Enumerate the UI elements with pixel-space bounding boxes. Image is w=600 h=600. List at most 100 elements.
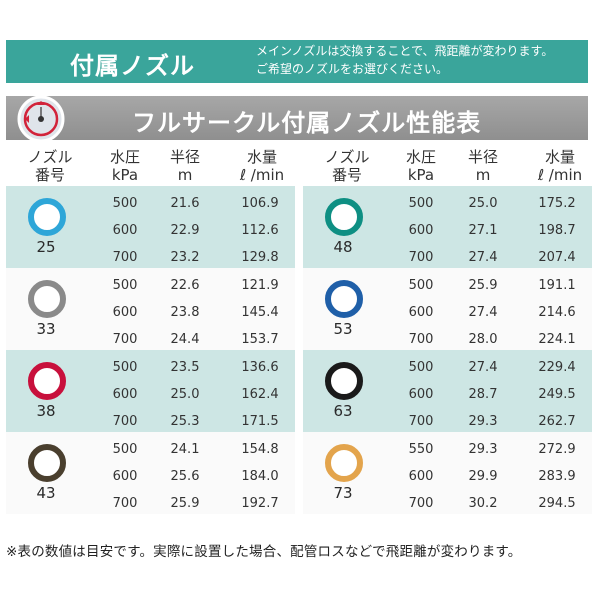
radius-cell: 29.9 (468, 469, 498, 484)
radius-cell: 25.0 (468, 196, 498, 211)
flow-cell: 262.7 (538, 414, 576, 429)
col-radius-l1: 半径 (169, 148, 200, 166)
col-radius-l1: 半径 (467, 148, 498, 166)
radius-cell: 21.6 (170, 196, 200, 211)
flow-cell: 154.8 (241, 442, 279, 457)
flow-cell: 272.9 (538, 442, 576, 457)
pressure-cell: 600 (408, 469, 434, 484)
radius-cell: 23.8 (170, 305, 200, 320)
pressure-cell: 600 (112, 387, 138, 402)
pressure-cell: 500 (408, 360, 434, 375)
pressure-cell: 700 (112, 496, 138, 511)
flow-cell: 136.6 (241, 360, 279, 375)
col-flow-header-left: 水量 ℓ /min (232, 148, 292, 184)
radius-cell: 27.1 (468, 223, 498, 238)
flow-cell: 121.9 (241, 278, 279, 293)
radius-cell: 23.2 (170, 250, 200, 265)
flow-cell: 249.5 (538, 387, 576, 402)
pressure-cell: 600 (112, 223, 138, 238)
pressure-cell: 600 (408, 387, 434, 402)
flow-cell: 198.7 (538, 223, 576, 238)
nozzle-ring-icon (28, 280, 66, 318)
radius-cell: 25.6 (170, 469, 200, 484)
header-banner: 付属ノズル メインノズルは交換することで、飛距離が変わります。 ご希望のノズルを… (6, 40, 588, 83)
nozzle-number: 53 (333, 320, 353, 338)
nozzle-number: 38 (36, 402, 56, 420)
pressure-cell: 500 (112, 360, 138, 375)
flow-cell: 112.6 (241, 223, 279, 238)
nozzle-number: 43 (36, 484, 56, 502)
pressure-cell: 700 (112, 250, 138, 265)
flow-cell: 224.1 (538, 332, 576, 347)
pressure-cell: 500 (408, 278, 434, 293)
flow-cell: 162.4 (241, 387, 279, 402)
radius-cell: 29.3 (468, 442, 498, 457)
col-radius-l2: m (475, 166, 491, 184)
radius-cell: 29.3 (468, 414, 498, 429)
nozzle-ring-icon (28, 198, 66, 236)
radius-cell: 25.9 (170, 496, 200, 511)
footnote: ※表の数値は目安です。実際に設置した場合、配管ロスなどで飛距離が変わります。 (6, 544, 522, 560)
col-pressure-l1: 水圧 (109, 148, 140, 166)
pressure-cell: 600 (408, 305, 434, 320)
pressure-cell: 600 (112, 305, 138, 320)
nozzle-number: 33 (36, 320, 56, 338)
radius-cell: 27.4 (468, 250, 498, 265)
flow-cell: 207.4 (538, 250, 576, 265)
radius-cell: 27.4 (468, 305, 498, 320)
section-title: フルサークル付属ノズル性能表 (132, 109, 482, 137)
nozzle-number: 48 (333, 238, 353, 256)
pressure-cell: 500 (408, 196, 434, 211)
pressure-cell: 700 (408, 250, 434, 265)
pressure-cell: 700 (112, 414, 138, 429)
radius-cell: 25.3 (170, 414, 200, 429)
pressure-cell: 700 (112, 332, 138, 347)
pressure-cell: 500 (112, 442, 138, 457)
radius-cell: 25.9 (468, 278, 498, 293)
pressure-cell: 600 (408, 223, 434, 238)
radius-cell: 30.2 (468, 496, 498, 511)
col-radius-l2: m (177, 166, 193, 184)
flow-cell: 283.9 (538, 469, 576, 484)
col-flow-l2: ℓ /min (239, 166, 285, 184)
pressure-cell: 700 (408, 414, 434, 429)
header-note-line2: ご希望のノズルをお選びください。 (256, 62, 449, 76)
pressure-cell: 500 (112, 278, 138, 293)
flow-cell: 153.7 (241, 332, 279, 347)
pressure-cell: 700 (408, 332, 434, 347)
col-pressure-l2: kPa (111, 166, 139, 184)
nozzle-number: 63 (333, 402, 353, 420)
flow-cell: 106.9 (241, 196, 279, 211)
flow-cell: 145.4 (241, 305, 279, 320)
flow-cell: 184.0 (241, 469, 279, 484)
flow-cell: 214.6 (538, 305, 576, 320)
header-note: メインノズルは交換することで、飛距離が変わります。 ご希望のノズルをお選びくださ… (256, 42, 586, 78)
col-flow-l1: 水量 (246, 148, 277, 166)
nozzle-number: 25 (36, 238, 56, 256)
section-banner: フルサークル付属ノズル性能表 (6, 95, 588, 143)
flow-cell: 229.4 (538, 360, 576, 375)
col-radius-header-right: 半径 m (458, 148, 508, 184)
col-nozzle-l1: ノズル (27, 148, 73, 166)
radius-cell: 28.7 (468, 387, 498, 402)
radius-cell: 28.0 (468, 332, 498, 347)
flow-cell: 191.1 (538, 278, 576, 293)
flow-cell: 175.2 (538, 196, 576, 211)
nozzle-ring-icon (28, 362, 66, 400)
radius-cell: 22.6 (170, 278, 200, 293)
col-pressure-header-right: 水圧 kPa (396, 148, 446, 184)
col-pressure-l1: 水圧 (405, 148, 436, 166)
radius-cell: 25.0 (170, 387, 200, 402)
pressure-cell: 600 (112, 469, 138, 484)
col-nozzle-header-right: ノズル 番号 (317, 148, 377, 184)
col-nozzle-header-left: ノズル 番号 (20, 148, 80, 184)
nozzle-ring-icon (325, 444, 363, 482)
nozzle-ring-icon (325, 362, 363, 400)
pressure-cell: 500 (112, 196, 138, 211)
nozzle-number: 73 (333, 484, 353, 502)
flow-cell: 129.8 (241, 250, 279, 265)
nozzle-ring-icon (325, 280, 363, 318)
pressure-cell: 550 (408, 442, 434, 457)
full-circle-icon (17, 95, 65, 143)
radius-cell: 24.1 (170, 442, 200, 457)
